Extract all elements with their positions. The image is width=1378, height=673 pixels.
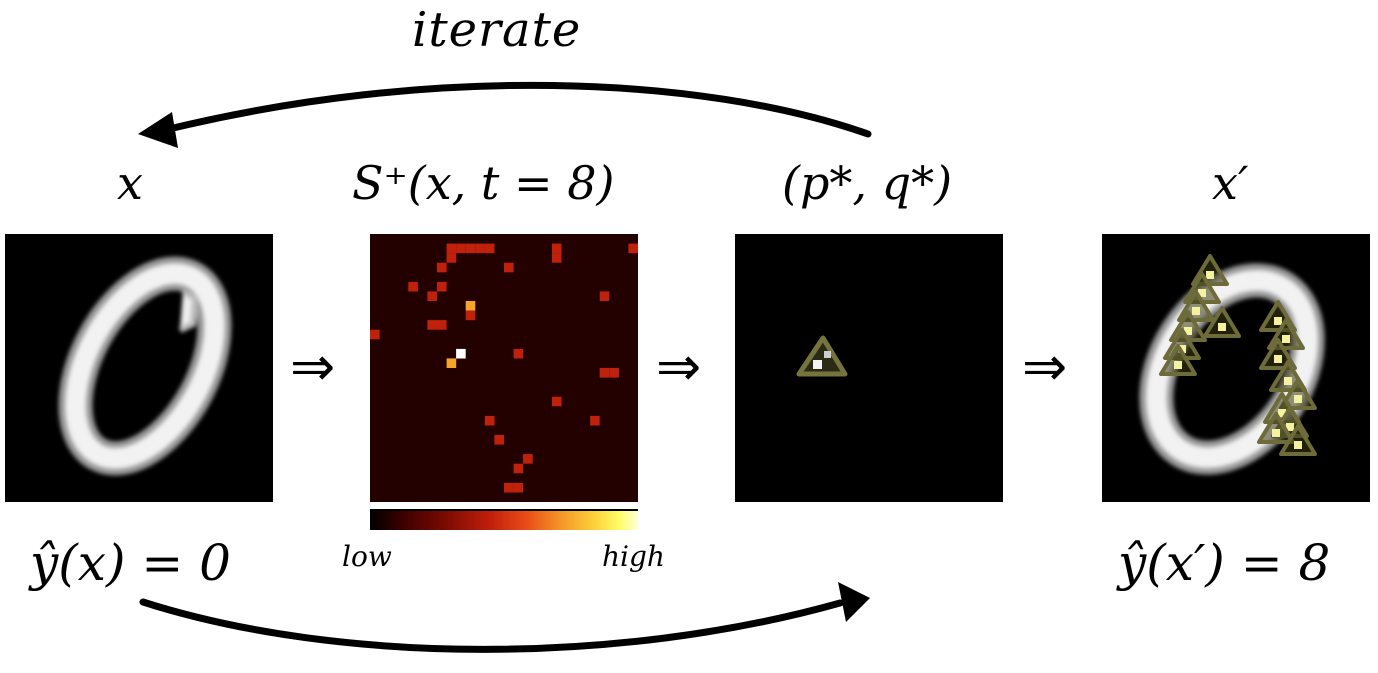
output-digit-panel (1102, 234, 1370, 502)
patch-triangle (1279, 424, 1317, 456)
saliency-panel (370, 234, 638, 502)
heatmap-cell (590, 415, 600, 426)
heatmap-cell (370, 329, 380, 340)
adversarial-digit-image (1139, 254, 1325, 475)
heatmap-cell (456, 243, 466, 254)
heatmap-cell (437, 320, 447, 330)
patch-panel (735, 234, 1003, 502)
heatmap-cell (446, 243, 457, 254)
patch-image (796, 335, 848, 377)
heatmap-cell (465, 310, 476, 321)
patch-pixel (1192, 307, 1200, 315)
patch-triangle (1159, 344, 1197, 376)
heatmap-cell (551, 253, 562, 263)
patch-pixel (1198, 289, 1206, 297)
panel-title-patch: (p*, q*) (782, 156, 953, 210)
patch-triangle (1279, 378, 1317, 410)
saliency-heatmap (370, 243, 638, 493)
digit-zero-image (58, 256, 232, 476)
prediction-original: ŷ(x) = 0 (30, 534, 231, 592)
heatmap-cell (484, 415, 495, 426)
colorbar-low-label: low (342, 540, 392, 573)
patch-pixel (1278, 409, 1286, 417)
patch-pixel (1294, 395, 1302, 403)
panel-title-saliency: S⁺(x, t = 8) (352, 156, 615, 210)
heatmap-cell (513, 348, 524, 359)
input-digit-panel (5, 234, 273, 502)
patch-pixel (1206, 271, 1214, 279)
heatmap-cell (456, 348, 466, 359)
patch-triangle (796, 335, 848, 377)
heatmap-cell (408, 281, 418, 292)
heatmap-cell (427, 320, 437, 330)
patch-pixel (1282, 335, 1290, 343)
heatmap-cell (475, 243, 485, 254)
patch-pixel (1274, 355, 1282, 363)
iterate-label: iterate (412, 2, 582, 58)
heatmap-cell (523, 454, 533, 464)
heatmap-cell (609, 368, 619, 378)
implies-arrow-3: ⇒ (1022, 335, 1068, 398)
heatmap-cell (599, 368, 610, 378)
heatmap-cell (628, 243, 638, 254)
patch-pixel (1174, 361, 1182, 369)
heatmap-cell (599, 291, 610, 301)
heatmap-cell (494, 435, 504, 445)
heatmap-cell (446, 253, 457, 263)
heatmap-cell (513, 482, 524, 493)
heatmap-cell (551, 243, 562, 254)
patch-pixel (1284, 377, 1292, 385)
heatmap-cell (484, 243, 495, 254)
colorbar (370, 509, 638, 530)
panel-title-x-prime: x′ (1212, 156, 1249, 210)
heatmap-cell (446, 358, 457, 368)
heatmap-cell (427, 291, 437, 301)
heatmap-cell (437, 262, 447, 273)
prediction-adversarial: ŷ(x′) = 8 (1118, 534, 1331, 592)
patch-pixel (1294, 441, 1302, 449)
implies-arrow-2: ⇒ (656, 335, 702, 398)
heatmap-cell (504, 262, 514, 273)
colorbar-top-line (370, 509, 638, 511)
colorbar-high-label: high (602, 540, 665, 573)
heatmap-cell (437, 281, 447, 292)
patch-pixel (1272, 429, 1280, 437)
heatmap-cell (465, 301, 476, 311)
patch-triangle (1257, 412, 1295, 444)
heatmap-cell (551, 396, 562, 407)
patch-triangles (1159, 254, 1317, 456)
heatmap-cell (504, 482, 514, 493)
panel-title-x: x (117, 156, 143, 210)
patch-pixel (1218, 323, 1226, 331)
patch-pixel (813, 360, 822, 369)
heatmap-cell (513, 463, 524, 474)
heatmap-cell (465, 243, 476, 254)
patch-pixel (1286, 423, 1294, 431)
patch-pixel (1274, 317, 1282, 325)
patch-pixel (1184, 327, 1192, 335)
implies-arrow-1: ⇒ (290, 335, 336, 398)
patch-triangle (1203, 306, 1241, 338)
